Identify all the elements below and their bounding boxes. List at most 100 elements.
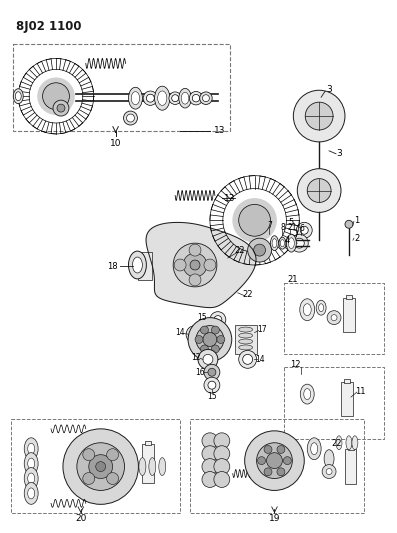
Circle shape — [186, 326, 204, 343]
Circle shape — [212, 326, 220, 334]
Circle shape — [212, 345, 220, 353]
Circle shape — [264, 446, 272, 454]
Circle shape — [196, 326, 224, 353]
Circle shape — [89, 455, 113, 479]
Ellipse shape — [158, 91, 167, 106]
Circle shape — [202, 433, 218, 449]
Circle shape — [174, 259, 186, 271]
Ellipse shape — [239, 339, 252, 344]
Ellipse shape — [24, 453, 38, 474]
Text: 15: 15 — [197, 313, 207, 322]
Text: 21: 21 — [287, 223, 297, 232]
Circle shape — [107, 449, 119, 461]
Circle shape — [169, 92, 181, 104]
Circle shape — [202, 446, 218, 462]
Bar — [143, 444, 154, 483]
Ellipse shape — [324, 450, 334, 467]
Circle shape — [173, 243, 217, 287]
Text: 22: 22 — [332, 439, 342, 448]
Ellipse shape — [300, 299, 315, 321]
Ellipse shape — [288, 238, 294, 248]
Circle shape — [232, 198, 277, 243]
Circle shape — [96, 462, 106, 472]
Circle shape — [296, 222, 312, 238]
Circle shape — [326, 469, 332, 474]
Text: 3: 3 — [326, 85, 332, 94]
Ellipse shape — [139, 458, 146, 475]
Ellipse shape — [28, 443, 35, 454]
Text: 5: 5 — [289, 218, 294, 227]
Ellipse shape — [179, 88, 191, 108]
Circle shape — [277, 468, 285, 476]
Ellipse shape — [280, 240, 285, 247]
Bar — [345, 449, 357, 484]
Circle shape — [192, 94, 200, 102]
Circle shape — [239, 350, 256, 368]
Circle shape — [203, 354, 213, 365]
Text: 15: 15 — [207, 392, 217, 401]
Ellipse shape — [239, 333, 252, 338]
Circle shape — [307, 179, 331, 203]
Circle shape — [172, 95, 179, 102]
Circle shape — [266, 453, 282, 469]
Ellipse shape — [352, 436, 358, 450]
Ellipse shape — [24, 482, 38, 504]
Bar — [346, 295, 352, 299]
Ellipse shape — [15, 92, 21, 101]
Ellipse shape — [181, 92, 189, 104]
Circle shape — [204, 365, 220, 380]
Circle shape — [189, 92, 203, 105]
Ellipse shape — [24, 438, 38, 459]
Bar — [331, 106, 341, 126]
Polygon shape — [146, 222, 256, 308]
Bar — [330, 182, 339, 199]
Text: 22: 22 — [235, 246, 245, 255]
Circle shape — [123, 111, 137, 125]
Circle shape — [190, 329, 200, 340]
Circle shape — [200, 326, 208, 334]
Circle shape — [243, 354, 252, 365]
Circle shape — [202, 472, 218, 488]
Circle shape — [297, 168, 341, 212]
Circle shape — [294, 238, 304, 248]
Circle shape — [202, 458, 218, 474]
Circle shape — [322, 465, 336, 479]
Circle shape — [290, 234, 308, 252]
Text: 12: 12 — [290, 360, 301, 369]
Circle shape — [248, 238, 272, 262]
Text: 21: 21 — [287, 276, 298, 285]
Text: 16: 16 — [195, 368, 205, 377]
Circle shape — [214, 316, 222, 324]
Bar — [235, 325, 256, 354]
Circle shape — [127, 114, 135, 122]
Ellipse shape — [311, 443, 318, 455]
Circle shape — [195, 335, 203, 343]
Circle shape — [208, 368, 216, 376]
Text: 12: 12 — [191, 353, 201, 362]
Circle shape — [203, 333, 217, 346]
Circle shape — [214, 433, 230, 449]
Circle shape — [200, 345, 208, 353]
Text: 3: 3 — [336, 149, 342, 158]
Text: 20: 20 — [75, 514, 87, 523]
Ellipse shape — [307, 438, 321, 459]
Circle shape — [202, 95, 210, 102]
Circle shape — [214, 458, 230, 474]
Text: 18: 18 — [107, 262, 118, 271]
Circle shape — [327, 311, 341, 325]
Circle shape — [146, 94, 154, 102]
Circle shape — [264, 468, 272, 476]
Ellipse shape — [300, 384, 314, 404]
Text: 14: 14 — [175, 328, 185, 337]
Circle shape — [204, 377, 220, 393]
Bar — [344, 379, 350, 383]
Text: 17: 17 — [257, 325, 266, 334]
Text: 10: 10 — [110, 139, 121, 148]
Ellipse shape — [336, 436, 342, 450]
Ellipse shape — [154, 86, 170, 110]
Circle shape — [305, 102, 333, 130]
Circle shape — [256, 443, 292, 479]
Circle shape — [37, 77, 75, 115]
Circle shape — [200, 92, 212, 104]
Ellipse shape — [304, 389, 311, 400]
